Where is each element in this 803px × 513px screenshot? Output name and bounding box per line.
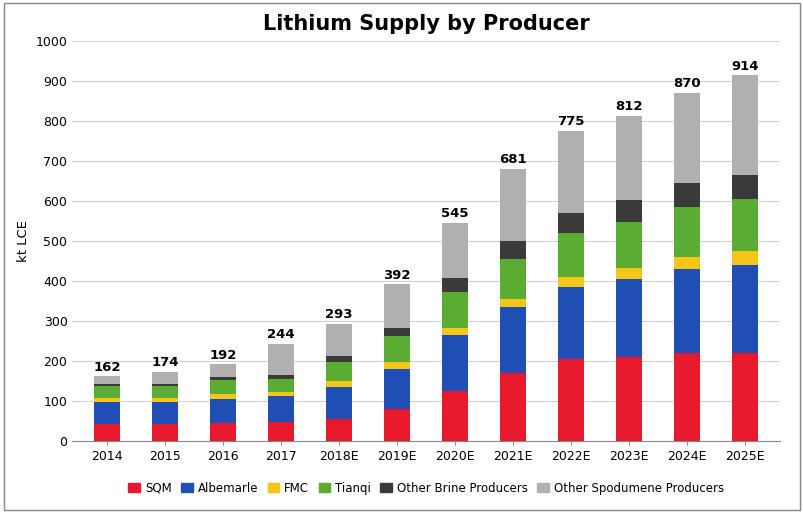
Title: Lithium Supply by Producer: Lithium Supply by Producer: [263, 14, 589, 34]
Bar: [152, 402, 178, 424]
Text: 812: 812: [614, 101, 642, 113]
Bar: [326, 381, 352, 387]
Text: 545: 545: [441, 207, 468, 220]
Bar: [442, 223, 467, 278]
Bar: [94, 399, 120, 402]
Bar: [557, 233, 584, 277]
Bar: [673, 207, 699, 257]
Bar: [615, 268, 642, 279]
Bar: [557, 287, 584, 359]
Bar: [152, 386, 178, 398]
Bar: [499, 373, 525, 441]
Bar: [731, 265, 757, 353]
Bar: [210, 380, 236, 394]
Text: 162: 162: [93, 361, 120, 373]
Bar: [442, 335, 467, 391]
Text: 192: 192: [210, 348, 237, 362]
Bar: [210, 399, 236, 423]
Bar: [499, 299, 525, 307]
Bar: [326, 356, 352, 362]
Bar: [94, 384, 120, 386]
Bar: [94, 402, 120, 424]
Bar: [326, 362, 352, 381]
Bar: [615, 200, 642, 222]
Bar: [673, 257, 699, 269]
Bar: [152, 371, 178, 384]
Bar: [442, 328, 467, 335]
Bar: [326, 324, 352, 356]
Text: 293: 293: [325, 308, 353, 321]
Bar: [326, 387, 352, 419]
Bar: [731, 353, 757, 441]
Bar: [210, 377, 236, 380]
Bar: [499, 169, 525, 241]
Bar: [384, 369, 410, 409]
Bar: [499, 307, 525, 373]
Bar: [326, 419, 352, 441]
Bar: [267, 397, 294, 422]
Bar: [731, 199, 757, 251]
Text: 244: 244: [267, 328, 295, 341]
Bar: [94, 424, 120, 441]
Bar: [94, 386, 120, 399]
Bar: [267, 344, 294, 375]
Bar: [94, 377, 120, 384]
Text: 681: 681: [499, 153, 526, 166]
Bar: [442, 292, 467, 328]
Bar: [442, 278, 467, 292]
Bar: [152, 424, 178, 441]
Bar: [267, 375, 294, 379]
Bar: [499, 241, 525, 259]
Bar: [557, 131, 584, 213]
Bar: [152, 384, 178, 386]
Bar: [384, 362, 410, 369]
Bar: [557, 359, 584, 441]
Bar: [615, 222, 642, 268]
Bar: [615, 279, 642, 357]
Bar: [731, 175, 757, 199]
Legend: SQM, Albemarle, FMC, Tianqi, Other Brine Producers, Other Spodumene Producers: SQM, Albemarle, FMC, Tianqi, Other Brine…: [124, 477, 728, 499]
Bar: [384, 284, 410, 328]
Text: 775: 775: [556, 115, 584, 128]
Bar: [442, 391, 467, 441]
Bar: [731, 75, 757, 175]
Bar: [210, 364, 236, 377]
Bar: [210, 423, 236, 441]
Text: 174: 174: [151, 356, 179, 369]
Bar: [615, 116, 642, 200]
Bar: [384, 328, 410, 337]
Bar: [267, 422, 294, 441]
Bar: [384, 337, 410, 362]
Bar: [673, 93, 699, 183]
Bar: [267, 379, 294, 391]
Bar: [557, 277, 584, 287]
Bar: [499, 259, 525, 299]
Bar: [673, 183, 699, 207]
Bar: [615, 357, 642, 441]
Bar: [384, 409, 410, 441]
Bar: [267, 391, 294, 397]
Y-axis label: kt LCE: kt LCE: [17, 220, 30, 262]
Bar: [673, 353, 699, 441]
Bar: [557, 213, 584, 233]
Bar: [152, 398, 178, 402]
Bar: [731, 251, 757, 265]
Bar: [210, 394, 236, 399]
Text: 914: 914: [731, 60, 758, 73]
Text: 870: 870: [672, 77, 700, 90]
Bar: [673, 269, 699, 353]
Text: 392: 392: [383, 268, 410, 282]
